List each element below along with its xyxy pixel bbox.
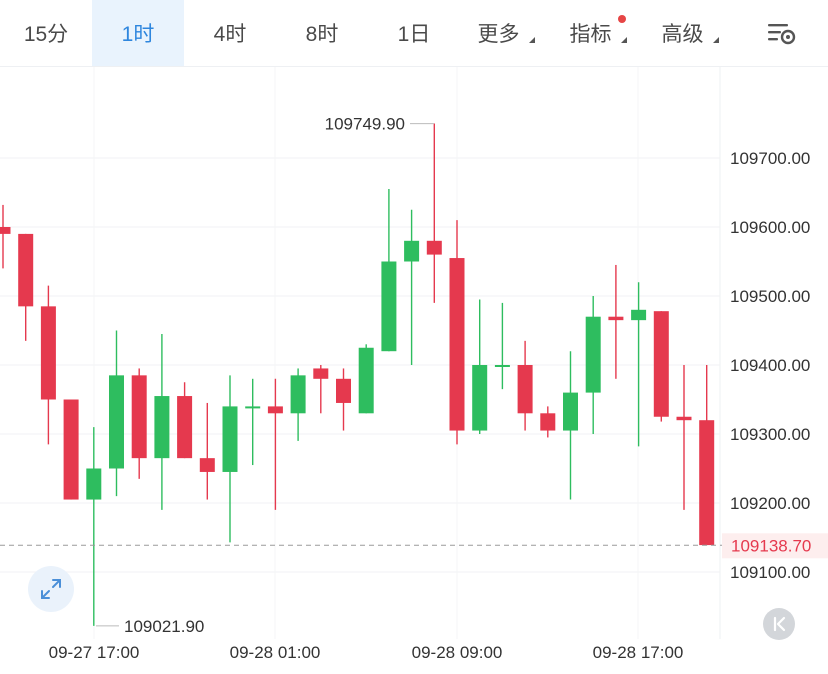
candle-body [381,261,397,352]
tab-advanced[interactable]: 高级 [644,0,736,66]
y-tick-label: 109300.00 [730,425,810,444]
tab-label: 1时 [121,23,155,46]
candlestick-chart[interactable]: 109700.00 109600.00 109500.00 109400.00 1093… [0,67,828,674]
y-tick-label: 109700.00 [730,149,810,168]
tab-8h[interactable]: 8时 [276,0,368,66]
y-tick-label: 109200.00 [730,494,810,513]
candle-body [472,365,488,431]
candle-body [426,240,442,255]
candle-body [699,420,715,546]
tab-more[interactable]: 更多 [460,0,552,66]
tab-label: 指标 [569,23,612,46]
tab-1d[interactable]: 1日 [368,0,460,66]
candle-body [585,316,601,393]
tab-15m[interactable]: 15分 [0,0,92,66]
low-price-label: 109021.90 [124,617,204,636]
last-price-label: 109138.70 [731,536,811,555]
candle-body [540,413,556,431]
candle-body [494,365,510,367]
dropdown-caret-icon [707,37,719,43]
tab-label: 4时 [213,23,247,46]
high-price-label: 109749.90 [325,115,405,134]
tab-label: 8时 [305,23,339,46]
candle-body [63,399,79,500]
candle-body [131,375,147,459]
candle-body [267,406,283,414]
tab-label: 1日 [397,23,431,46]
candle-body [631,309,647,321]
candle-body [0,227,11,234]
candle-body [449,258,465,431]
candle-body [177,396,193,459]
tab-indicators[interactable]: 指标 [552,0,644,66]
dropdown-caret-icon [615,37,627,43]
tab-label: 更多 [477,23,520,46]
last-price-badge [722,533,828,559]
notification-dot-icon [618,15,626,23]
candle-body [199,458,215,472]
x-tick-label: 09-28 17:00 [593,643,684,662]
candle-body [336,378,351,403]
dropdown-caret-icon [523,37,535,43]
tab-4h[interactable]: 4时 [184,0,276,66]
candle-body [18,233,34,307]
candle-body [40,306,56,400]
tab-label: 高级 [661,23,704,46]
fullscreen-button[interactable] [28,566,74,612]
candle-body [290,375,306,414]
x-tick-label: 09-28 01:00 [230,643,321,662]
candle-body [608,316,624,321]
x-tick-label: 09-28 09:00 [412,643,503,662]
candle-body [245,406,261,409]
candle-body [517,365,533,414]
y-tick-label: 109400.00 [730,356,810,375]
candle-body [313,368,329,379]
timeframe-toolbar: 15分 1时 4时 8时 1日 更多 指标 高级 [0,0,828,67]
expand-icon [41,579,61,599]
candle-body [222,406,238,472]
candle-body [563,392,578,431]
y-tick-label: 109500.00 [730,287,810,306]
y-tick-label: 109600.00 [730,218,810,237]
tab-1h[interactable]: 1时 [92,0,184,66]
candle-body [358,347,374,414]
candle-body [404,240,420,262]
candle-body [86,468,102,500]
candle-body [653,311,669,417]
candle-body [676,416,692,421]
y-tick-label: 109100.00 [730,563,810,582]
x-tick-label: 09-27 17:00 [49,643,140,662]
candle-body [154,396,170,459]
scroll-to-latest-button[interactable] [763,608,795,640]
candle-body [109,375,124,469]
chart-settings-icon[interactable] [764,16,798,50]
tab-label: 15分 [23,23,69,46]
jump-to-end-icon [773,616,786,632]
